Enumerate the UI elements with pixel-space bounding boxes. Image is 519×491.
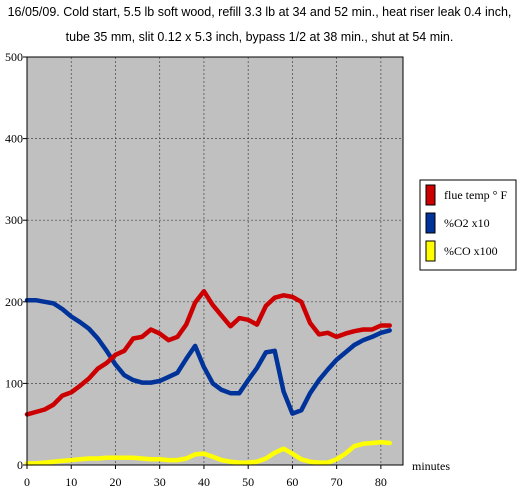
legend-box: [419, 179, 517, 271]
y-tick-label: 300: [5, 213, 23, 227]
axes: [23, 56, 404, 469]
series-line-2: [24, 297, 392, 416]
x-tick-label: 40: [198, 475, 210, 489]
y-tick-label: 500: [5, 50, 23, 64]
plot-frame: [26, 56, 404, 466]
legend-label: %CO x100: [444, 244, 498, 258]
y-tick-label: 400: [5, 132, 23, 146]
x-tick-label: 80: [375, 475, 387, 489]
y-tick-label: 200: [5, 295, 23, 309]
legend-label: flue temp ° F: [444, 188, 507, 202]
legend-swatch: [425, 184, 436, 206]
x-tick-label: 60: [286, 475, 298, 489]
legend-swatch: [425, 212, 436, 234]
series-line-1: [24, 288, 392, 417]
x-tick-label: 30: [154, 475, 166, 489]
plot-area: [27, 57, 403, 465]
x-tick-label: 20: [109, 475, 121, 489]
grid-lines: [26, 56, 403, 466]
legend: flue temp ° F %O2 x10 %CO x100: [419, 179, 517, 271]
x-tick-labels: 0 10 20 30 40 50 60 70 80: [24, 475, 387, 489]
x-tick-label: 10: [65, 475, 77, 489]
series-line-3: [24, 439, 392, 466]
chart-title-line2: tube 35 mm, slit 0.12 x 5.3 inch, bypass…: [65, 30, 454, 44]
legend-label: %O2 x10: [444, 216, 490, 230]
chart-title-line1: 16/05/09. Cold start, 5.5 lb soft wood, …: [7, 5, 512, 19]
y-tick-label: 100: [5, 376, 23, 390]
x-tick-label: 70: [331, 475, 343, 489]
legend-swatch: [425, 240, 436, 262]
x-tick-label: 50: [242, 475, 254, 489]
y-tick-label: 0: [17, 458, 23, 472]
x-axis-label: minutes: [412, 459, 450, 473]
series-lines: [24, 288, 392, 466]
x-tick-label: 0: [24, 475, 30, 489]
y-tick-labels: 0 100 200 300 400 500: [5, 50, 23, 472]
